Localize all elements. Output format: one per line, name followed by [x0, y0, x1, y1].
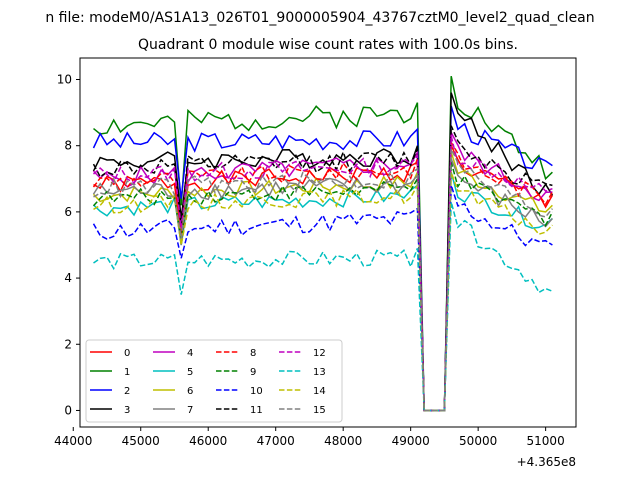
legend-label-11: 11: [250, 405, 263, 416]
x-tick-label: 45000: [122, 434, 160, 448]
legend-label-4: 4: [187, 348, 193, 359]
x-tick-label: 44000: [54, 434, 92, 448]
legend-label-14: 14: [313, 386, 326, 397]
y-tick-label: 4: [64, 271, 72, 285]
legend-label-0: 0: [124, 348, 130, 359]
series-line-9: [92, 162, 554, 412]
x-tick-label: 50000: [459, 434, 497, 448]
axes-frame: [79, 57, 577, 428]
series-line-12: [92, 135, 553, 412]
chart-title: Quadrant 0 module wise count rates with …: [138, 37, 518, 53]
series-line-15: [93, 148, 553, 412]
series-line-10: [92, 185, 553, 412]
figure-suptitle: n file: modeM0/AS1A13_026T01_9000005904_…: [45, 10, 594, 26]
x-tick-label: 51000: [527, 434, 565, 448]
y-tick-label: 2: [64, 337, 72, 351]
legend-label-13: 13: [313, 367, 326, 378]
series-line-5: [92, 172, 553, 412]
series-line-13: [93, 201, 553, 412]
plot-area: [92, 76, 554, 412]
series-line-1: [93, 76, 553, 412]
legend-label-2: 2: [124, 386, 130, 397]
x-tick-label: 48000: [324, 434, 362, 448]
series-line-14: [93, 171, 553, 412]
legend-label-9: 9: [250, 367, 256, 378]
series-line-11: [92, 125, 553, 412]
legend-label-5: 5: [187, 367, 193, 378]
y-tick-label: 10: [57, 73, 72, 87]
y-axis: 0 2 4 6 8 10: [57, 73, 80, 417]
legend-label-12: 12: [313, 348, 326, 359]
series-line-6: [92, 152, 553, 412]
y-tick-label: 0: [64, 403, 72, 417]
legend-box: [85, 339, 343, 423]
series-line-7: [92, 158, 553, 412]
x-tick-label: 46000: [189, 434, 227, 448]
series-line-3: [92, 92, 554, 412]
legend-label-15: 15: [313, 405, 326, 416]
y-tick-label: 6: [64, 205, 72, 219]
legend-label-6: 6: [187, 386, 193, 397]
legend-label-8: 8: [250, 348, 256, 359]
series-line-2: [92, 105, 553, 412]
legend-label-1: 1: [124, 367, 130, 378]
x-axis: 44000 45000 46000 47000 48000 49000 50000 51000: [54, 427, 565, 448]
legend-label-3: 3: [124, 405, 130, 416]
x-tick-label: 47000: [257, 434, 295, 448]
x-offset-label: +4.365e8: [517, 455, 576, 469]
x-tick-label: 49000: [392, 434, 430, 448]
y-tick-label: 8: [64, 139, 72, 153]
legend-label-7: 7: [187, 405, 193, 416]
legend-label-10: 10: [250, 386, 263, 397]
